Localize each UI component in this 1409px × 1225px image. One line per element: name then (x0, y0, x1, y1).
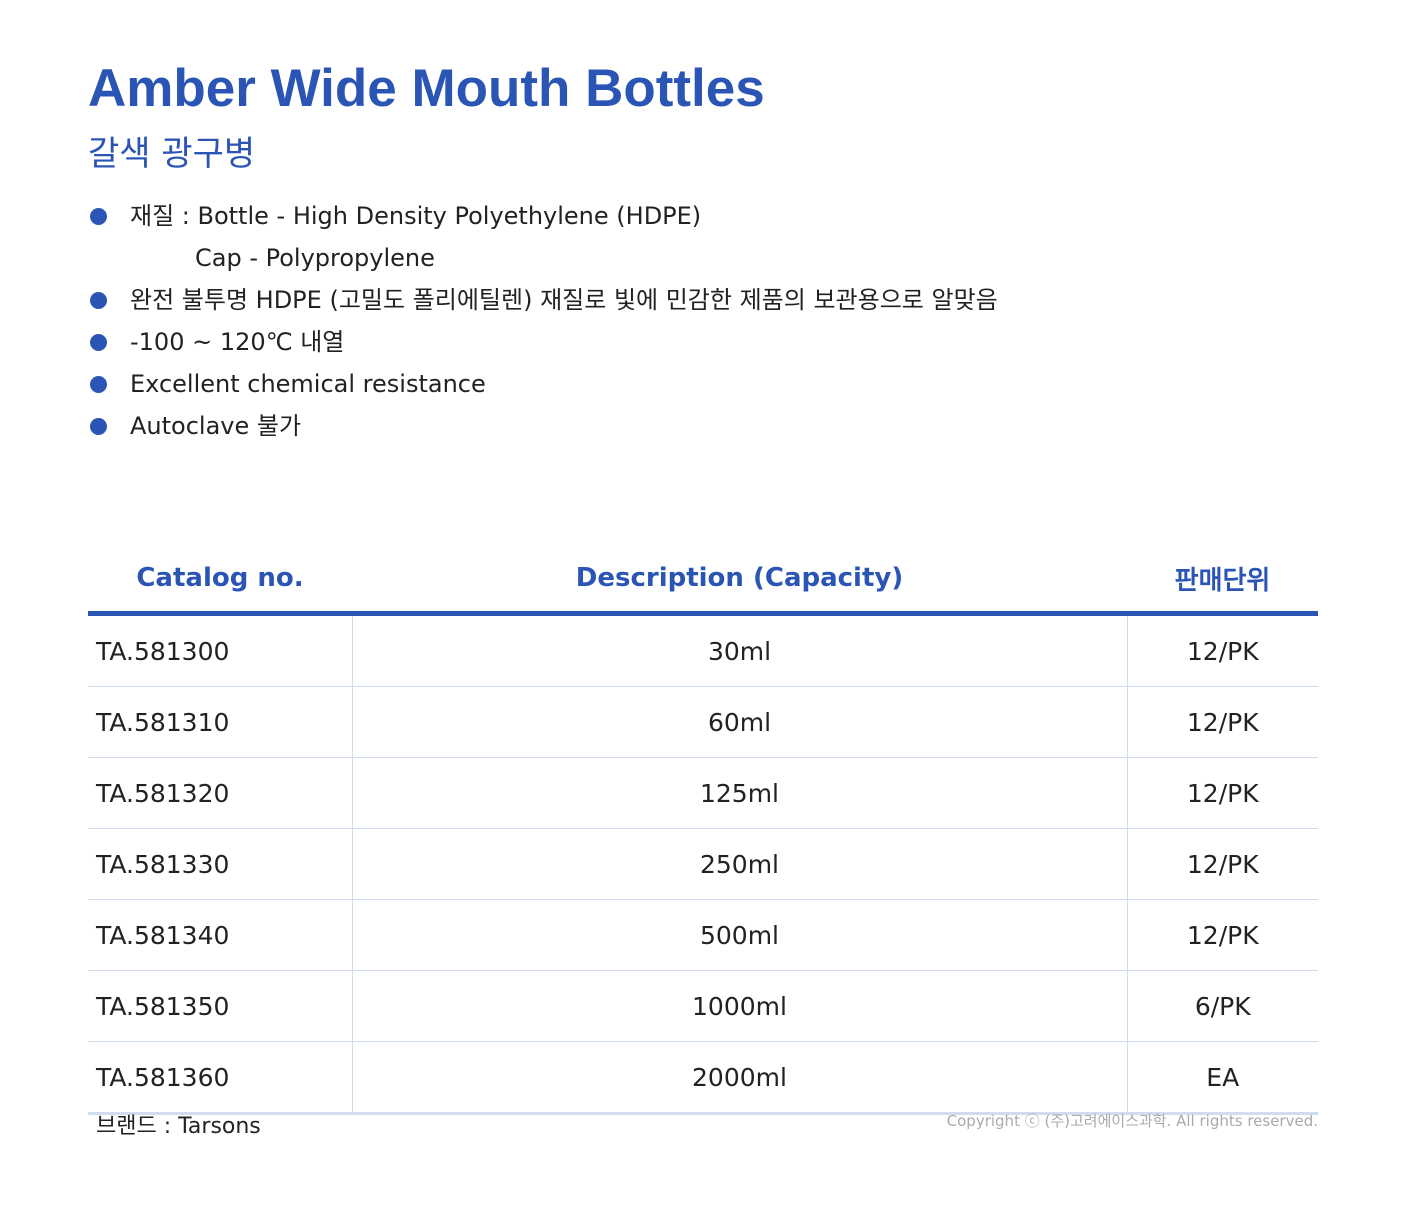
table-cell: 30ml (351, 613, 1127, 687)
bullet-text: 완전 불투명 HDPE (고밀도 폴리에틸렌) 재질로 빛에 민감한 제품의 보… (130, 286, 998, 314)
bullet: Autoclave 불가 (88, 405, 1338, 447)
table-cell: 125ml (351, 757, 1127, 829)
table-cell: 250ml (351, 828, 1127, 900)
table-cell: 500ml (351, 899, 1127, 971)
column-header: Catalog no. (88, 545, 352, 616)
bullet-text: Autoclave 불가 (130, 412, 302, 440)
table-row: TA.581310 60ml 12/PK (88, 686, 1318, 758)
table-cell: TA.581310 (88, 686, 352, 758)
table-cell: 6/PK (1126, 970, 1318, 1042)
table-cell: TA.581320 (88, 757, 352, 829)
bullet-text: -100 ~ 120℃ 내열 (130, 328, 345, 356)
bullet-dot (90, 418, 107, 435)
brand: 브랜드 : Tarsons (96, 1114, 261, 1139)
table-row: TA.581330 250ml 12/PK (88, 828, 1318, 900)
column-header: 판매단위 (1127, 545, 1318, 616)
bullet-list: 재질 : Bottle - High Density Polyethylene … (88, 195, 1338, 447)
bullet-dot (90, 208, 107, 225)
bullet: -100 ~ 120℃ 내열 (88, 321, 1338, 363)
copyright: Copyright ⓒ (주)고려에이스과학. All rights reser… (946, 1112, 1318, 1130)
table-cell: TA.581350 (88, 970, 352, 1042)
bullet-dot (90, 334, 107, 351)
bullet: 완전 불투명 HDPE (고밀도 폴리에틸렌) 재질로 빛에 민감한 제품의 보… (88, 279, 1338, 321)
table-cell: 1000ml (351, 970, 1127, 1042)
table-cell: TA.581340 (88, 899, 352, 971)
table-row: TA.581320 125ml 12/PK (88, 757, 1318, 829)
table-cell: 12/PK (1126, 613, 1318, 687)
bullet-dot (90, 376, 107, 393)
table-row: TA.581350 1000ml 6/PK (88, 970, 1318, 1042)
table-cell: TA.581360 (88, 1041, 352, 1115)
table-cell: 2000ml (351, 1041, 1127, 1115)
bullet-text: 재질 : Bottle - High Density Polyethylene … (130, 202, 702, 230)
table-cell: 12/PK (1126, 686, 1318, 758)
table-row: TA.581340 500ml 12/PK (88, 899, 1318, 971)
bullet-text: Cap - Polypropylene (195, 244, 435, 272)
table-header: Catalog no. Description (Capacity) 판매단위 (88, 545, 1318, 616)
bullet-text: Excellent chemical resistance (130, 370, 486, 398)
table-cell: 12/PK (1126, 828, 1318, 900)
table-cell: EA (1126, 1041, 1318, 1115)
column-header: Description (Capacity) (352, 545, 1127, 616)
table-cell: TA.581330 (88, 828, 352, 900)
table-cell: 60ml (351, 686, 1127, 758)
table-row: TA.581300 30ml 12/PK (88, 613, 1318, 687)
table-row: TA.581360 2000ml EA (88, 1041, 1318, 1115)
subtitle: 갈색 광구병 (88, 134, 256, 174)
table-body: TA.581300 30ml 12/PK TA.581310 60ml 12/PK TA.5… (88, 613, 1318, 1115)
title: Amber Wide Mouth Bottles (88, 59, 765, 118)
table-cell: 12/PK (1126, 757, 1318, 829)
product-table: Catalog no. Description (Capacity) 판매단위 TA… (88, 545, 1318, 1115)
table-cell: TA.581300 (88, 613, 352, 687)
bullet: Excellent chemical resistance (88, 363, 1338, 405)
table-cell: 12/PK (1126, 899, 1318, 971)
bullet: 재질 : Bottle - High Density Polyethylene … (88, 195, 1338, 279)
bullet-dot (90, 292, 107, 309)
